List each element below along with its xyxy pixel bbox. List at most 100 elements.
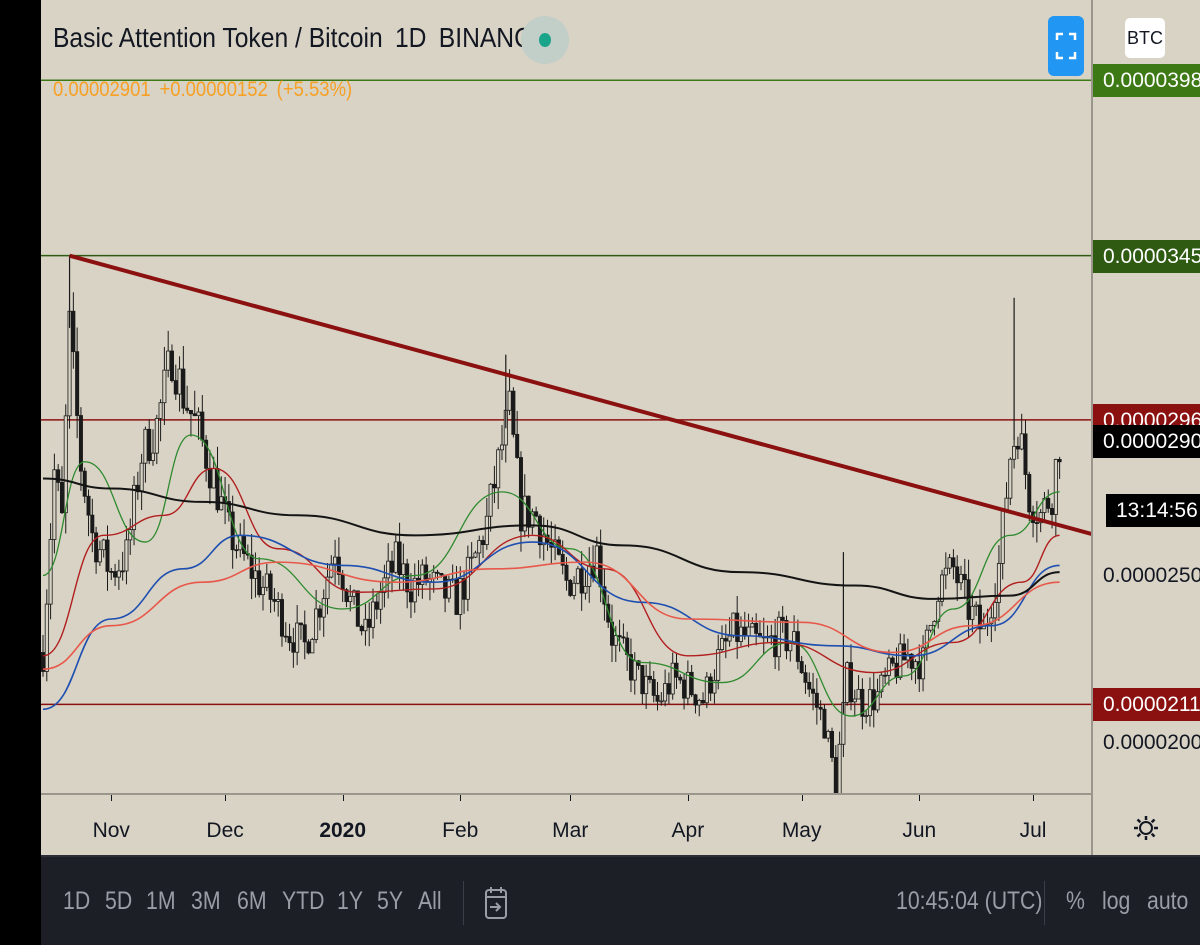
candle[interactable] [1046,489,1051,513]
candle[interactable] [647,661,652,684]
candle[interactable] [822,704,827,739]
candle[interactable] [196,407,201,440]
candle[interactable] [640,665,645,705]
candle[interactable] [295,605,300,666]
candle[interactable] [708,673,713,701]
candle[interactable] [818,700,823,721]
candle[interactable] [905,638,910,669]
candle[interactable] [575,566,580,585]
candle[interactable] [830,727,835,762]
candle[interactable] [310,637,315,654]
range-button-3m[interactable]: 3M [191,887,221,915]
candle[interactable] [958,565,963,591]
candle[interactable] [917,644,922,693]
candle[interactable] [898,633,903,680]
candle[interactable] [367,602,372,647]
settings-gear-icon[interactable] [1133,815,1159,841]
candle[interactable] [132,476,137,546]
candle[interactable] [757,620,762,638]
candle[interactable] [682,673,687,710]
candle[interactable] [579,551,584,611]
candle[interactable] [572,576,577,600]
candle[interactable] [617,619,622,652]
range-button-5y[interactable]: 5Y [377,887,404,915]
candle[interactable] [750,617,755,628]
candle[interactable] [655,681,660,711]
candle[interactable] [116,559,121,590]
candle[interactable] [928,624,933,633]
candle[interactable] [499,425,504,461]
candle[interactable] [814,678,819,725]
candle[interactable] [826,729,831,743]
candle[interactable] [321,589,326,637]
candle[interactable] [86,489,91,537]
candle[interactable] [101,538,106,558]
candle[interactable] [279,593,284,647]
candle[interactable] [1000,508,1005,580]
candle[interactable] [780,605,785,633]
candle[interactable] [374,593,379,620]
candle[interactable] [511,387,516,438]
candle[interactable] [663,669,668,707]
candle[interactable] [723,624,728,659]
range-button-1y[interactable]: 1Y [337,887,364,915]
candle[interactable] [776,611,781,671]
range-button-1m[interactable]: 1M [146,887,176,915]
candle[interactable] [1012,438,1017,469]
candle[interactable] [909,652,914,681]
candle[interactable] [1004,482,1009,513]
candle[interactable] [765,625,770,643]
candle[interactable] [803,664,808,694]
candle[interactable] [974,601,979,617]
candle[interactable] [811,672,816,711]
candle[interactable] [484,498,489,550]
candle[interactable] [135,471,140,500]
candle[interactable] [848,644,853,711]
candle[interactable] [852,689,857,717]
candle[interactable] [761,617,766,655]
candle[interactable] [230,495,235,569]
price-chart[interactable] [41,0,1091,793]
candle[interactable] [746,613,751,648]
candle[interactable] [720,625,725,652]
candle[interactable] [628,638,633,693]
candle[interactable] [462,571,467,614]
candle[interactable] [59,466,64,514]
candle[interactable] [947,553,952,575]
candle[interactable] [204,435,209,482]
candle[interactable] [427,573,432,601]
candle[interactable] [481,535,486,559]
candle[interactable] [833,745,838,793]
candle[interactable] [1008,457,1013,506]
candle[interactable] [389,550,394,593]
candle[interactable] [105,525,110,591]
candle[interactable] [522,474,527,538]
candle[interactable] [769,624,774,645]
candle[interactable] [173,364,178,400]
candle[interactable] [488,483,493,532]
candle[interactable] [420,559,425,599]
interval-label[interactable]: 1D [394,22,427,53]
candle[interactable] [807,672,812,697]
candle[interactable] [989,606,994,643]
candle[interactable] [44,589,49,682]
candle[interactable] [306,639,311,655]
candle[interactable] [1023,419,1028,490]
candle[interactable] [317,604,322,631]
candle[interactable] [188,409,193,437]
candle[interactable] [363,603,368,646]
candle[interactable] [169,344,174,383]
moving-average-line-4[interactable] [42,561,1060,670]
goto-date-icon[interactable] [483,885,511,923]
candle[interactable] [147,419,152,465]
candle[interactable] [515,411,520,459]
utc-clock[interactable]: 10:45:04 (UTC) [896,887,1043,915]
currency-button[interactable]: BTC [1125,18,1165,58]
candle[interactable] [864,710,869,724]
candle[interactable] [97,540,102,567]
candle[interactable] [625,631,630,671]
moving-average-line-3[interactable] [42,534,1060,711]
log-scale-toggle[interactable]: log [1102,887,1131,915]
candle[interactable] [302,610,307,660]
candle[interactable] [621,623,626,644]
